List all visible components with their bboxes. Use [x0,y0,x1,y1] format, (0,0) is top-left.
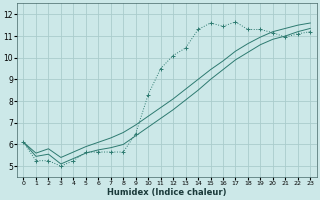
X-axis label: Humidex (Indice chaleur): Humidex (Indice chaleur) [107,188,227,197]
